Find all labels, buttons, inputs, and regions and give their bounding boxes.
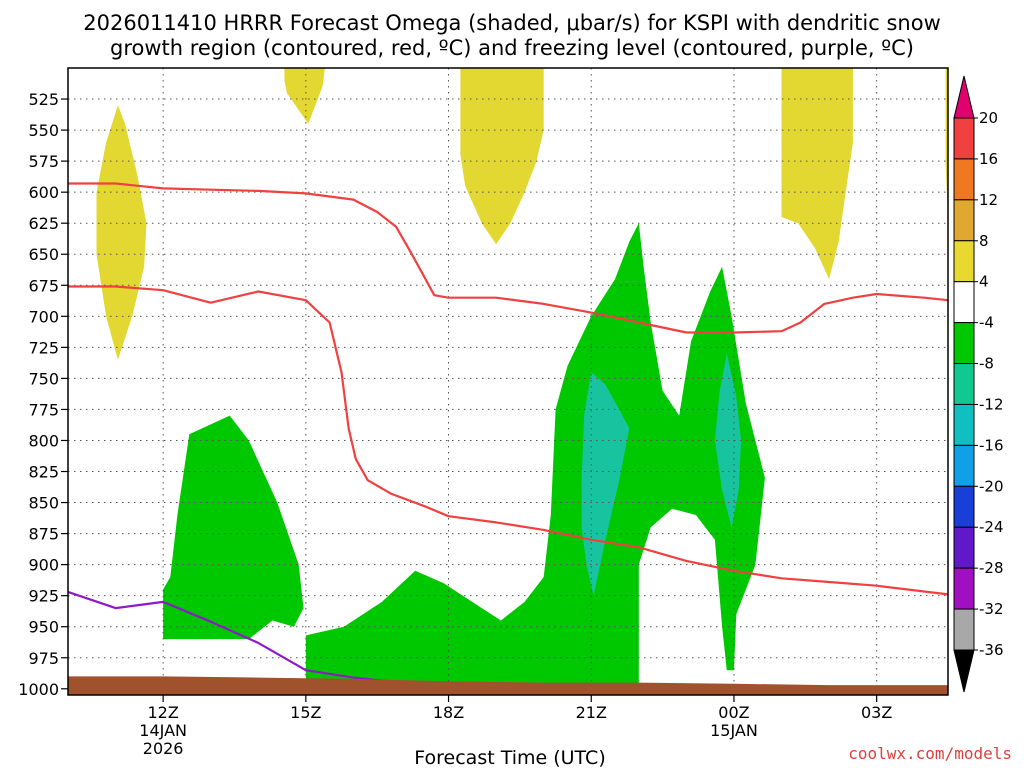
colorbar-label-10: -24 xyxy=(979,518,1004,536)
yellow-region-4 xyxy=(781,68,853,280)
freezing-level-line xyxy=(67,590,402,684)
colorbar-box-4 xyxy=(953,281,975,324)
colorbar-box-0 xyxy=(953,117,975,160)
colorbar-label-11: -28 xyxy=(979,559,1004,577)
x-tick-label-15Z: 15Z xyxy=(290,703,321,722)
y-tick-label-550: 550 xyxy=(28,121,59,140)
x-tick-label-00Z: 00Z xyxy=(718,703,749,722)
y-tick-label-875: 875 xyxy=(28,525,59,544)
chart-title-line-2: growth region (contoured, red, ºC) and f… xyxy=(110,36,914,60)
contour-lines xyxy=(67,182,949,684)
colorbar-label-6: -8 xyxy=(979,355,994,373)
colorbar-label-5: -4 xyxy=(979,314,994,332)
colorbar-box-3 xyxy=(953,240,975,283)
y-tick-label-600: 600 xyxy=(28,183,59,202)
x-tick-label-03Z: 03Z xyxy=(861,703,892,722)
colorbar-box-8 xyxy=(953,444,975,487)
colorbar-box-10 xyxy=(953,526,975,569)
x-tick-year-12Z: 2026 xyxy=(143,739,184,758)
colorbar-label-4: 4 xyxy=(979,273,989,291)
x-tick-date-12Z: 14JAN xyxy=(139,721,187,740)
colorbar-box-9 xyxy=(953,485,975,528)
y-tick-label-650: 650 xyxy=(28,245,59,264)
colorbar-box-2 xyxy=(953,199,975,242)
dgz-lower-line xyxy=(68,285,949,596)
ground-fill xyxy=(68,676,948,695)
colorbar-box-1 xyxy=(953,158,975,201)
y-tick-label-525: 525 xyxy=(28,90,59,109)
colorbar-label-13: -36 xyxy=(979,641,1004,659)
x-tick-label-21Z: 21Z xyxy=(576,703,607,722)
y-tick-label-850: 850 xyxy=(28,494,59,513)
chart-title-line-1: 2026011410 HRRR Forecast Omega (shaded, … xyxy=(83,11,941,35)
yellow-region-3 xyxy=(460,68,544,245)
source-credit: coolwx.com/models xyxy=(848,744,1012,763)
y-tick-label-700: 700 xyxy=(28,307,59,326)
y-tick-label-800: 800 xyxy=(28,431,59,450)
colorbar-box-12 xyxy=(953,608,975,651)
y-tick-label-1000: 1000 xyxy=(18,680,59,699)
colorbar-label-9: -20 xyxy=(979,477,1004,495)
yellow-region-2 xyxy=(284,68,325,124)
x-tick-label-18Z: 18Z xyxy=(433,703,464,722)
y-tick-label-825: 825 xyxy=(28,463,59,482)
y-tick-label-775: 775 xyxy=(28,400,59,419)
x-tick-label-12Z: 12Z xyxy=(147,703,178,722)
colorbar-label-7: -12 xyxy=(979,395,1004,413)
colorbar-label-0: 20 xyxy=(979,109,998,127)
y-tick-label-975: 975 xyxy=(28,649,59,668)
colorbar-box-7 xyxy=(953,403,975,446)
colorbar-label-1: 16 xyxy=(979,150,998,168)
plot-frame xyxy=(67,67,949,696)
green-region-1 xyxy=(163,415,304,646)
dgz-upper-line xyxy=(68,182,949,334)
y-axis-pressure: 525 550 575 600 625 650 675 700 725 750 775 800 825 8… xyxy=(18,90,68,699)
y-tick-label-725: 725 xyxy=(28,338,59,357)
colorbar-box-11 xyxy=(953,567,975,610)
shaded-omega-regions xyxy=(96,68,948,689)
colorbar-box-5 xyxy=(953,322,975,365)
colorbar-label-12: -32 xyxy=(979,600,1004,618)
colorbar-bottom-arrow xyxy=(953,649,975,693)
y-tick-label-625: 625 xyxy=(28,214,59,233)
y-tick-label-925: 925 xyxy=(28,587,59,606)
y-tick-label-950: 950 xyxy=(28,618,59,637)
ground-layer xyxy=(68,676,948,695)
green-region-2 xyxy=(305,223,765,689)
y-tick-label-675: 675 xyxy=(28,276,59,295)
colorbar-box-6 xyxy=(953,363,975,405)
colorbar-label-2: 12 xyxy=(979,191,998,209)
colorbar-label-8: -16 xyxy=(979,436,1004,454)
yellow-region-1 xyxy=(96,105,147,360)
omega-colorbar: 20 16 12 8 4 -4 -8 -12 -16 -20 -24 -28 -32 -36 xyxy=(953,75,1004,693)
y-tick-label-900: 900 xyxy=(28,556,59,575)
x-axis-label: Forecast Time (UTC) xyxy=(414,747,605,768)
y-tick-label-750: 750 xyxy=(28,369,59,388)
x-tick-date-00Z: 15JAN xyxy=(710,721,758,740)
colorbar-label-3: 8 xyxy=(979,232,989,250)
colorbar-top-arrow xyxy=(953,75,975,119)
y-tick-label-575: 575 xyxy=(28,152,59,171)
